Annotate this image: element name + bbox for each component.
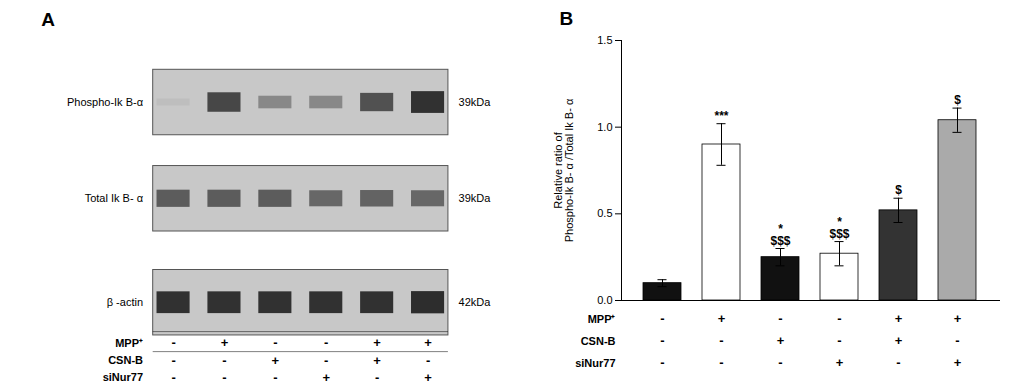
svg-text:-: - xyxy=(273,335,277,350)
svg-text:+: + xyxy=(373,335,381,350)
svg-text:+: + xyxy=(424,370,432,385)
svg-text:39kDa: 39kDa xyxy=(459,96,492,108)
svg-text:+: + xyxy=(718,311,726,326)
svg-text:-: - xyxy=(719,333,723,348)
svg-text:-: - xyxy=(171,370,175,385)
svg-text:A: A xyxy=(41,9,55,30)
svg-text:-: - xyxy=(778,355,782,370)
svg-text:+: + xyxy=(954,355,962,370)
svg-text:-: - xyxy=(837,311,841,326)
svg-text:+: + xyxy=(272,353,280,368)
svg-text:Total Ik B- α: Total Ik B- α xyxy=(85,192,144,204)
svg-text:+: + xyxy=(954,311,962,326)
svg-text:siNur77: siNur77 xyxy=(575,357,615,369)
svg-text:$: $ xyxy=(954,93,961,107)
svg-text:-: - xyxy=(660,355,664,370)
svg-text:-: - xyxy=(375,370,379,385)
svg-text:-: - xyxy=(273,370,277,385)
svg-text:CSN-B: CSN-B xyxy=(108,354,143,366)
svg-text:$: $ xyxy=(895,183,902,197)
svg-text:-: - xyxy=(896,355,900,370)
svg-text:-: - xyxy=(955,333,959,348)
svg-text:+: + xyxy=(895,333,903,348)
svg-text:-: - xyxy=(837,333,841,348)
svg-text:-: - xyxy=(171,353,175,368)
svg-text:-: - xyxy=(222,370,226,385)
svg-text:-: - xyxy=(719,355,723,370)
svg-text:+: + xyxy=(777,333,785,348)
svg-text:-: - xyxy=(426,353,430,368)
svg-text:MPP⁺: MPP⁺ xyxy=(115,337,143,349)
svg-text:Relative ratio ofPhospho-Ik B-: Relative ratio ofPhospho-Ik B- α /Total … xyxy=(552,98,575,242)
svg-text:β -actin: β -actin xyxy=(107,296,143,308)
svg-text:-: - xyxy=(171,335,175,350)
svg-text:Phospho-Ik B-α: Phospho-Ik B-α xyxy=(67,96,144,108)
svg-text:*$$$: *$$$ xyxy=(829,215,849,241)
svg-text:-: - xyxy=(660,311,664,326)
svg-text:39kDa: 39kDa xyxy=(459,192,492,204)
svg-text:0.5: 0.5 xyxy=(597,207,612,219)
svg-text:CSN-B: CSN-B xyxy=(581,335,616,347)
svg-text:+: + xyxy=(322,370,330,385)
svg-text:+: + xyxy=(424,335,432,350)
svg-text:siNur77: siNur77 xyxy=(103,371,143,383)
svg-text:-: - xyxy=(222,353,226,368)
svg-text:MPP⁺: MPP⁺ xyxy=(588,313,616,325)
svg-text:42kDa: 42kDa xyxy=(459,296,492,308)
svg-text:-: - xyxy=(324,353,328,368)
svg-text:+: + xyxy=(895,311,903,326)
svg-text:*$$$: *$$$ xyxy=(770,222,790,248)
svg-text:0.0: 0.0 xyxy=(597,294,612,306)
svg-text:+: + xyxy=(221,335,229,350)
svg-text:1.5: 1.5 xyxy=(597,34,612,46)
svg-text:+: + xyxy=(836,355,844,370)
svg-text:+: + xyxy=(373,353,381,368)
svg-text:-: - xyxy=(778,311,782,326)
svg-text:-: - xyxy=(324,335,328,350)
svg-text:-: - xyxy=(660,333,664,348)
svg-text:***: *** xyxy=(714,109,728,123)
svg-text:B: B xyxy=(560,8,574,29)
svg-text:1.0: 1.0 xyxy=(597,121,612,133)
